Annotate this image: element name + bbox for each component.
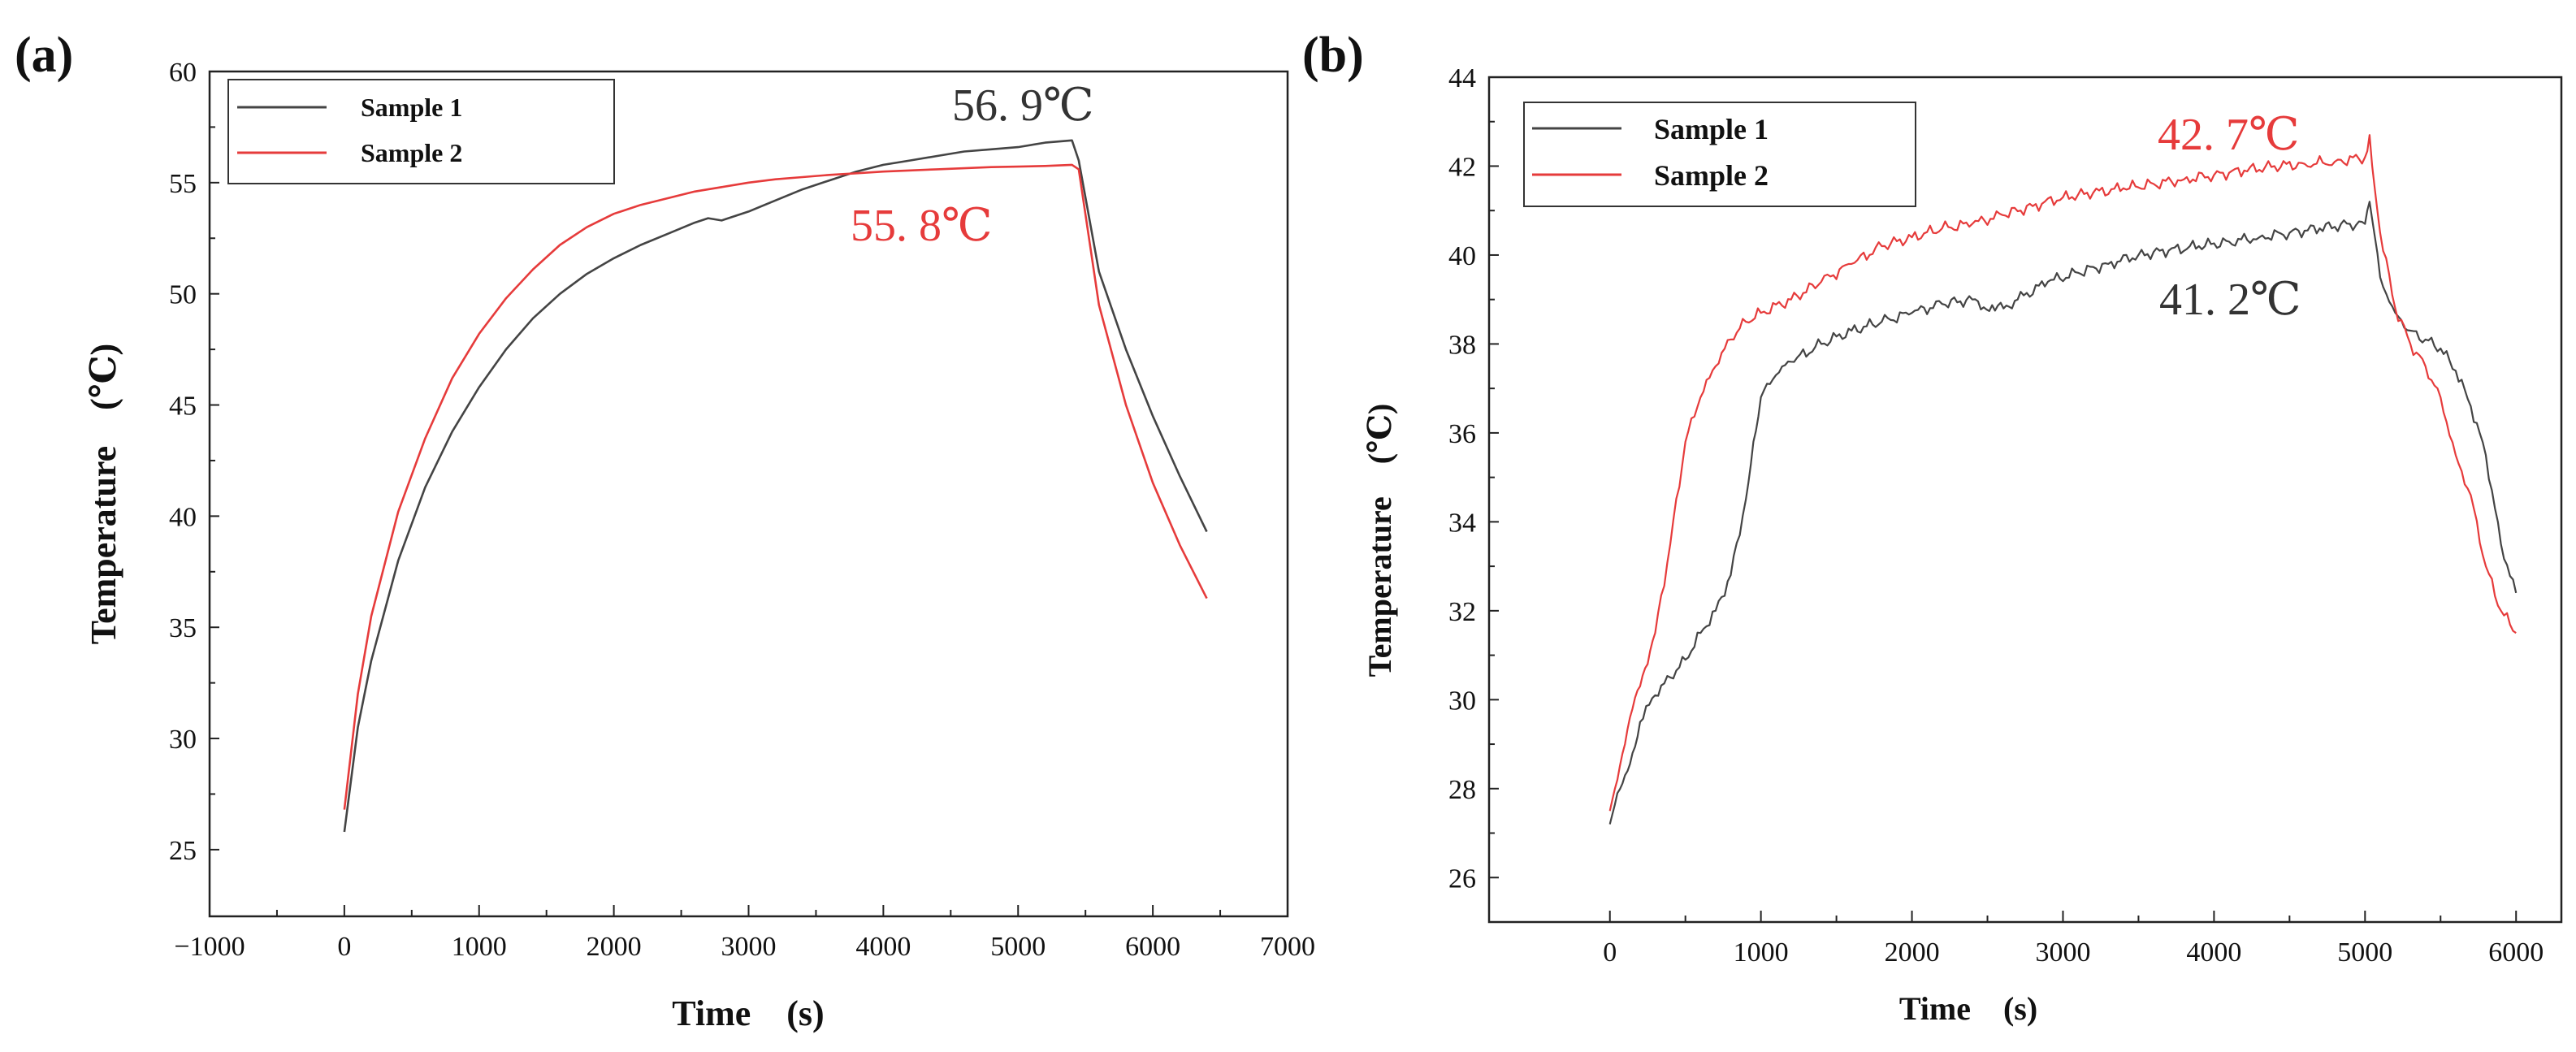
- plot-frame-b: [1487, 76, 2563, 924]
- y-axis-title-a: Temperature (℃): [84, 344, 123, 644]
- panel-label-a: (a): [15, 28, 73, 83]
- legend-label-b-sample-2: Sample 2: [1654, 159, 1769, 192]
- y-tick-label: 30: [1448, 686, 1476, 716]
- x-tick-label: 3000: [2035, 937, 2090, 968]
- x-tick-label: 6000: [1125, 932, 1180, 962]
- series-lines-a: [343, 139, 1208, 833]
- y-axis-ticks-b: 26 28 30 32 34 36 38 40 42 44: [1448, 63, 1499, 894]
- legend-label-a-sample-1: Sample 1: [361, 93, 462, 122]
- annotation-a-sample-2-peak: 55. 8℃: [851, 201, 993, 251]
- series-line-a-sample-2: [343, 163, 1208, 810]
- y-tick-label: 40: [1448, 241, 1476, 271]
- x-tick-label: 5000: [2337, 937, 2392, 968]
- y-tick-label: 26: [1448, 864, 1476, 894]
- legend-a: Sample 1 Sample 2: [227, 79, 615, 184]
- chart-panel-b: (b) 26 28 30 32 34 36 38 40 42 44 0 1000 2000 3000 40…: [1302, 28, 2563, 1027]
- y-tick-label: 25: [169, 836, 197, 866]
- y-tick-label: 60: [169, 58, 197, 88]
- x-tick-label: 0: [1603, 937, 1617, 968]
- x-tick-label: 6000: [2488, 937, 2544, 968]
- series-line-b-sample-1: [1608, 201, 2518, 825]
- y-tick-label: 40: [169, 502, 197, 532]
- y-tick-label: 34: [1448, 508, 1476, 538]
- x-tick-label: 5000: [990, 932, 1046, 962]
- y-tick-label: 30: [169, 725, 197, 755]
- y-tick-label: 35: [169, 613, 197, 643]
- x-tick-label: 4000: [855, 932, 911, 962]
- legend-label-b-sample-1: Sample 1: [1654, 113, 1769, 145]
- legend-b: Sample 1 Sample 2: [1523, 102, 1916, 207]
- y-tick-label: 55: [169, 169, 197, 199]
- annotation-a-sample-1-peak: 56. 9℃: [952, 80, 1094, 131]
- x-tick-label: 2000: [1885, 937, 1940, 968]
- x-axis-title-a: Time (s): [672, 994, 824, 1033]
- y-tick-label: 44: [1448, 63, 1476, 93]
- x-tick-label: 7000: [1260, 932, 1315, 962]
- y-tick-label: 50: [169, 280, 197, 310]
- x-tick-label: −1000: [174, 932, 245, 962]
- x-axis-ticks-b: 0 1000 2000 3000 4000 5000 6000: [1603, 911, 2544, 968]
- x-tick-label: 3000: [721, 932, 777, 962]
- x-tick-label: 2000: [587, 932, 642, 962]
- x-axis-title-b: Time (s): [1899, 990, 2037, 1027]
- y-axis-title-b: Temperature (℃): [1362, 404, 1398, 678]
- y-tick-label: 45: [169, 392, 197, 422]
- annotation-b-sample-2-peak: 42. 7℃: [2158, 110, 2300, 160]
- x-tick-label: 1000: [1734, 937, 1789, 968]
- x-axis-ticks-a: −1000 0 1000 2000 3000 4000 5000 6000 7000: [174, 905, 1315, 962]
- series-lines-b: [1608, 134, 2518, 825]
- series-line-a-sample-1: [343, 139, 1208, 833]
- plot-frame-a: [208, 70, 1289, 918]
- y-tick-label: 32: [1448, 597, 1476, 627]
- series-line-b-sample-2: [1608, 134, 2517, 812]
- legend-label-a-sample-2: Sample 2: [361, 138, 462, 167]
- annotation-b-sample-1-peak: 41. 2℃: [2159, 275, 2301, 325]
- panel-label-b: (b): [1302, 28, 1364, 83]
- chart-panel-a: (a) 25 30 35 40 45 50 55 60 −1000 0 1000 2000 3000 4…: [15, 28, 1315, 1033]
- x-tick-label: 0: [337, 932, 351, 962]
- y-tick-label: 38: [1448, 330, 1476, 360]
- legend-box-b: [1523, 102, 1916, 207]
- legend-box-a: [227, 79, 615, 184]
- y-axis-ticks-a: 25 30 35 40 45 50 55 60: [169, 58, 219, 866]
- y-tick-label: 28: [1448, 775, 1476, 805]
- y-tick-label: 36: [1448, 419, 1476, 449]
- y-tick-label: 42: [1448, 152, 1476, 182]
- x-tick-label: 1000: [452, 932, 507, 962]
- x-tick-label: 4000: [2186, 937, 2241, 968]
